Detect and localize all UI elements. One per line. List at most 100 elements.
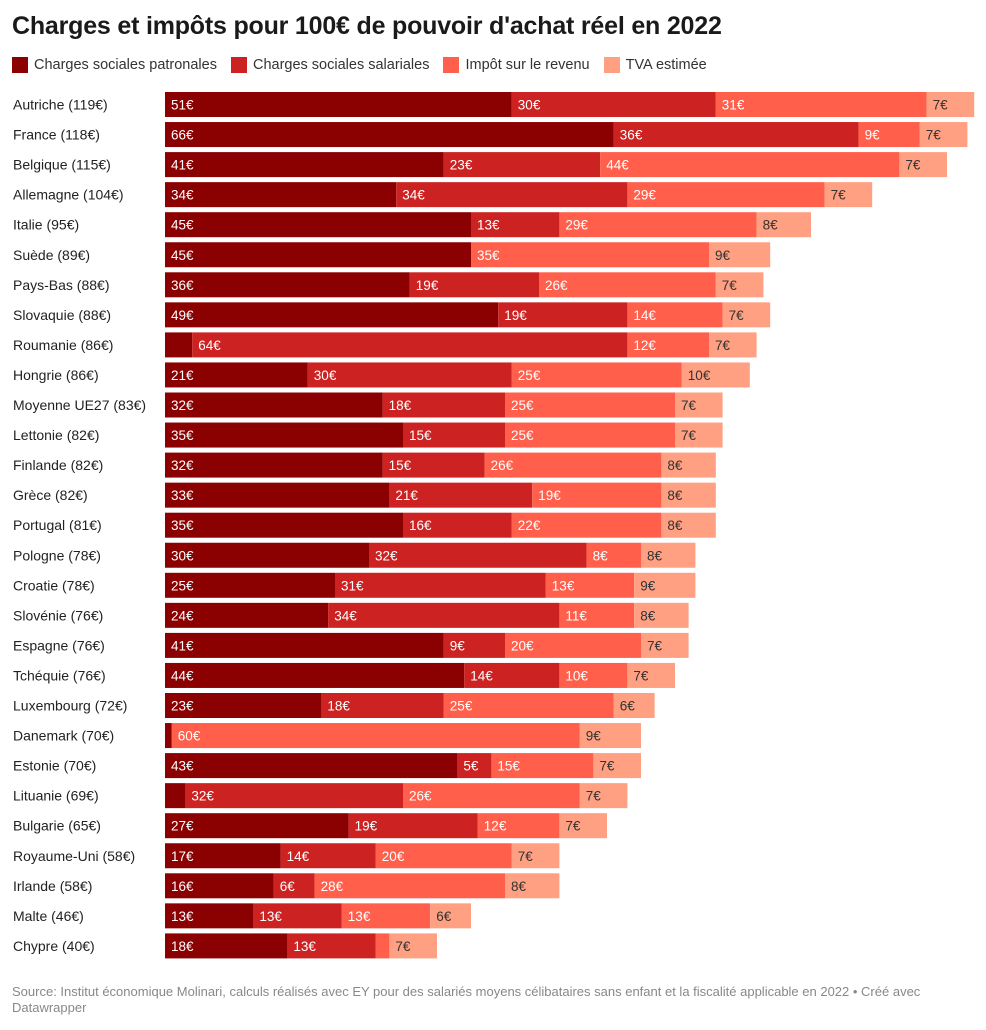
- category-label: Croatie (78€): [13, 577, 95, 593]
- bar-value-label: 30€: [171, 548, 194, 563]
- bar-segment: [165, 332, 193, 358]
- bar-value-label: 7€: [395, 939, 411, 954]
- category-label: Grèce (82€): [13, 487, 88, 503]
- bar-value-label: 36€: [171, 278, 194, 293]
- category-label: Moyenne UE27 (83€): [13, 397, 146, 413]
- bar-segment: [382, 392, 505, 418]
- bar-value-label: 44€: [606, 158, 629, 173]
- bar-segment: [634, 572, 696, 598]
- bar-value-label: 32€: [171, 458, 194, 473]
- bar-segment: [511, 92, 716, 117]
- bar-segment: [899, 152, 947, 178]
- bar-segment: [165, 903, 254, 929]
- bar-value-label: 25€: [450, 699, 473, 714]
- bar-value-label: 32€: [375, 548, 398, 563]
- bar-segment: [307, 362, 512, 388]
- bar-value-label: 7€: [565, 819, 581, 834]
- bar-segment: [559, 212, 757, 238]
- bar-value-label: 25€: [171, 578, 194, 593]
- bar-segment: [491, 753, 594, 779]
- bar-value-label: 9€: [865, 128, 881, 143]
- legend-label-tva: TVA estimée: [625, 57, 707, 73]
- bar-segment: [165, 482, 390, 508]
- bar-value-label: 60€: [178, 729, 201, 744]
- bar-segment: [171, 723, 580, 749]
- bar-value-label: 7€: [681, 398, 697, 413]
- category-label: Malte (46€): [13, 908, 84, 924]
- bar-segment: [464, 662, 560, 688]
- bar-value-label: 8€: [667, 518, 683, 533]
- bar-segment: [484, 452, 662, 478]
- bar-segment: [505, 873, 560, 899]
- bar-value-label: 14€: [287, 849, 310, 864]
- category-label: Portugal (81€): [13, 517, 102, 533]
- bar-segment: [165, 272, 410, 298]
- bar-segment: [165, 753, 458, 779]
- bar-segment: [328, 602, 560, 628]
- bar-segment: [641, 632, 689, 658]
- bar-segment: [661, 512, 716, 538]
- category-label: Espagne (76€): [13, 637, 105, 653]
- bar-value-label: 44€: [171, 668, 194, 683]
- bar-segment: [661, 452, 716, 478]
- bar-value-label: 29€: [633, 188, 656, 203]
- bar-segment: [314, 873, 505, 899]
- bar-value-label: 10€: [688, 368, 711, 383]
- bar-value-label: 36€: [620, 128, 643, 143]
- bar-segment: [457, 753, 492, 779]
- bar-value-label: 18€: [171, 939, 194, 954]
- bar-segment: [321, 693, 444, 718]
- bar-value-label: 8€: [763, 218, 779, 233]
- category-label: Pologne (78€): [13, 547, 101, 563]
- bar-value-label: 28€: [321, 879, 344, 894]
- bar-segment: [403, 422, 505, 448]
- bar-segment: [715, 272, 764, 298]
- bar-value-label: 16€: [171, 879, 194, 894]
- bar-value-label: 15€: [409, 428, 432, 443]
- category-label: Slovaquie (88€): [13, 307, 111, 323]
- bar-value-label: 31€: [722, 98, 745, 113]
- bar-value-label: 51€: [171, 98, 194, 113]
- bar-value-label: 35€: [171, 518, 194, 533]
- bar-value-label: 7€: [722, 278, 738, 293]
- category-label: Chypre (40€): [13, 938, 95, 954]
- bar-value-label: 11€: [565, 608, 587, 623]
- category-label: Slovénie (76€): [13, 607, 103, 623]
- category-label: Belgique (115€): [13, 157, 111, 173]
- bar-value-label: 9€: [586, 729, 602, 744]
- legend-item-patronales: Charges sociales patronales: [12, 57, 217, 73]
- bar-segment: [559, 662, 628, 688]
- bar-value-label: 13€: [293, 939, 316, 954]
- bar-value-label: 30€: [518, 98, 541, 113]
- bar-segment: [627, 302, 723, 328]
- bar-value-label: 19€: [416, 278, 439, 293]
- bar-value-label: 64€: [198, 338, 221, 353]
- bar-segment: [675, 422, 723, 448]
- bar-segment: [341, 903, 431, 929]
- bar-value-label: 17€: [171, 849, 194, 864]
- legend-swatch-patronales: [12, 57, 28, 73]
- bar-value-label: 14€: [470, 668, 493, 683]
- bar-segment: [505, 422, 675, 448]
- bar-segment: [430, 903, 471, 929]
- bar-value-label: 20€: [511, 638, 534, 653]
- bar-value-label: 19€: [538, 488, 561, 503]
- bar-segment: [165, 242, 471, 268]
- legend-label-patronales: Charges sociales patronales: [34, 57, 217, 73]
- bar-value-label: 33€: [171, 488, 194, 503]
- bar-segment: [396, 182, 628, 208]
- bar-value-label: 8€: [511, 879, 527, 894]
- bar-value-label: 34€: [334, 608, 357, 623]
- bar-segment: [926, 92, 975, 117]
- bar-value-label: 30€: [314, 368, 337, 383]
- bar-value-label: 15€: [497, 759, 520, 774]
- bar-segment: [593, 753, 641, 779]
- bar-value-label: 6€: [620, 699, 636, 714]
- bar-segment: [443, 632, 505, 658]
- bar-value-label: 9€: [715, 248, 731, 263]
- legend-item-salariales: Charges sociales salariales: [230, 57, 429, 73]
- category-label: Finlande (82€): [13, 457, 103, 473]
- bar-segment: [579, 783, 628, 809]
- category-label: Suède (89€): [13, 247, 90, 263]
- bar-segment: [443, 152, 601, 178]
